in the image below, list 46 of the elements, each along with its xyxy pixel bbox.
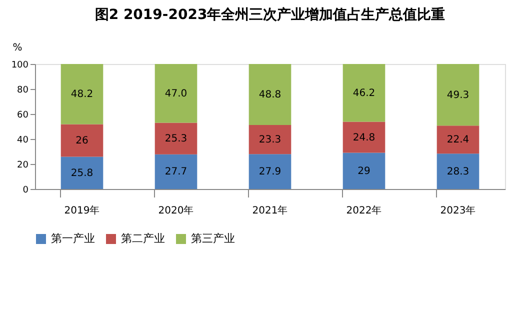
legend-label: 第一产业 [51, 232, 95, 245]
data-label: 48.2 [70, 89, 94, 100]
bar [154, 154, 198, 189]
bar [342, 64, 386, 122]
bar [436, 126, 480, 154]
bar [154, 64, 198, 123]
data-label: 22.4 [446, 134, 470, 146]
y-tick-label: 80 [17, 86, 29, 96]
bar [60, 64, 104, 124]
bar [154, 122, 198, 154]
data-label: 49.3 [446, 90, 470, 101]
data-label: 27.7 [164, 166, 188, 178]
data-label: 47.0 [164, 88, 188, 100]
x-tick-label: 2023年 [440, 204, 476, 216]
legend-label: 第二产业 [121, 232, 165, 245]
bar [248, 125, 292, 154]
bar [342, 122, 386, 153]
x-tick-label: 2019年 [64, 204, 100, 216]
y-tick-label: 40 [17, 136, 29, 146]
data-label: 26 [76, 136, 88, 146]
bar [436, 64, 480, 126]
data-label: 23.3 [258, 134, 282, 146]
data-label: 24.8 [352, 132, 376, 144]
x-tick-label: 2020年 [158, 204, 194, 216]
bar [436, 154, 480, 189]
y-tick-label: 100 [11, 60, 29, 70]
data-label: 46.2 [352, 88, 376, 99]
data-label: 25.8 [70, 168, 94, 179]
y-tick-label: 60 [17, 110, 29, 120]
data-label: 25.3 [164, 134, 188, 145]
legend-label: 第三产业 [191, 232, 235, 245]
y-tick-label: 0 [22, 186, 29, 196]
bar [60, 124, 104, 157]
y-tick-label: 20 [17, 160, 29, 170]
chart-title: 图2 2019-2023年全州三次产业增加值占生产总值比重 [94, 6, 446, 23]
data-label: 28.3 [446, 166, 470, 178]
bar [342, 152, 386, 189]
data-label: 27.9 [258, 166, 282, 178]
bar [248, 64, 292, 125]
bar [60, 156, 104, 189]
x-tick-label: 2021年 [252, 204, 288, 216]
y-axis-title: % [12, 42, 22, 54]
x-tick-label: 2022年 [346, 204, 382, 216]
bar [248, 154, 292, 189]
data-label: 48.8 [258, 90, 282, 100]
data-label: 29 [358, 166, 370, 177]
